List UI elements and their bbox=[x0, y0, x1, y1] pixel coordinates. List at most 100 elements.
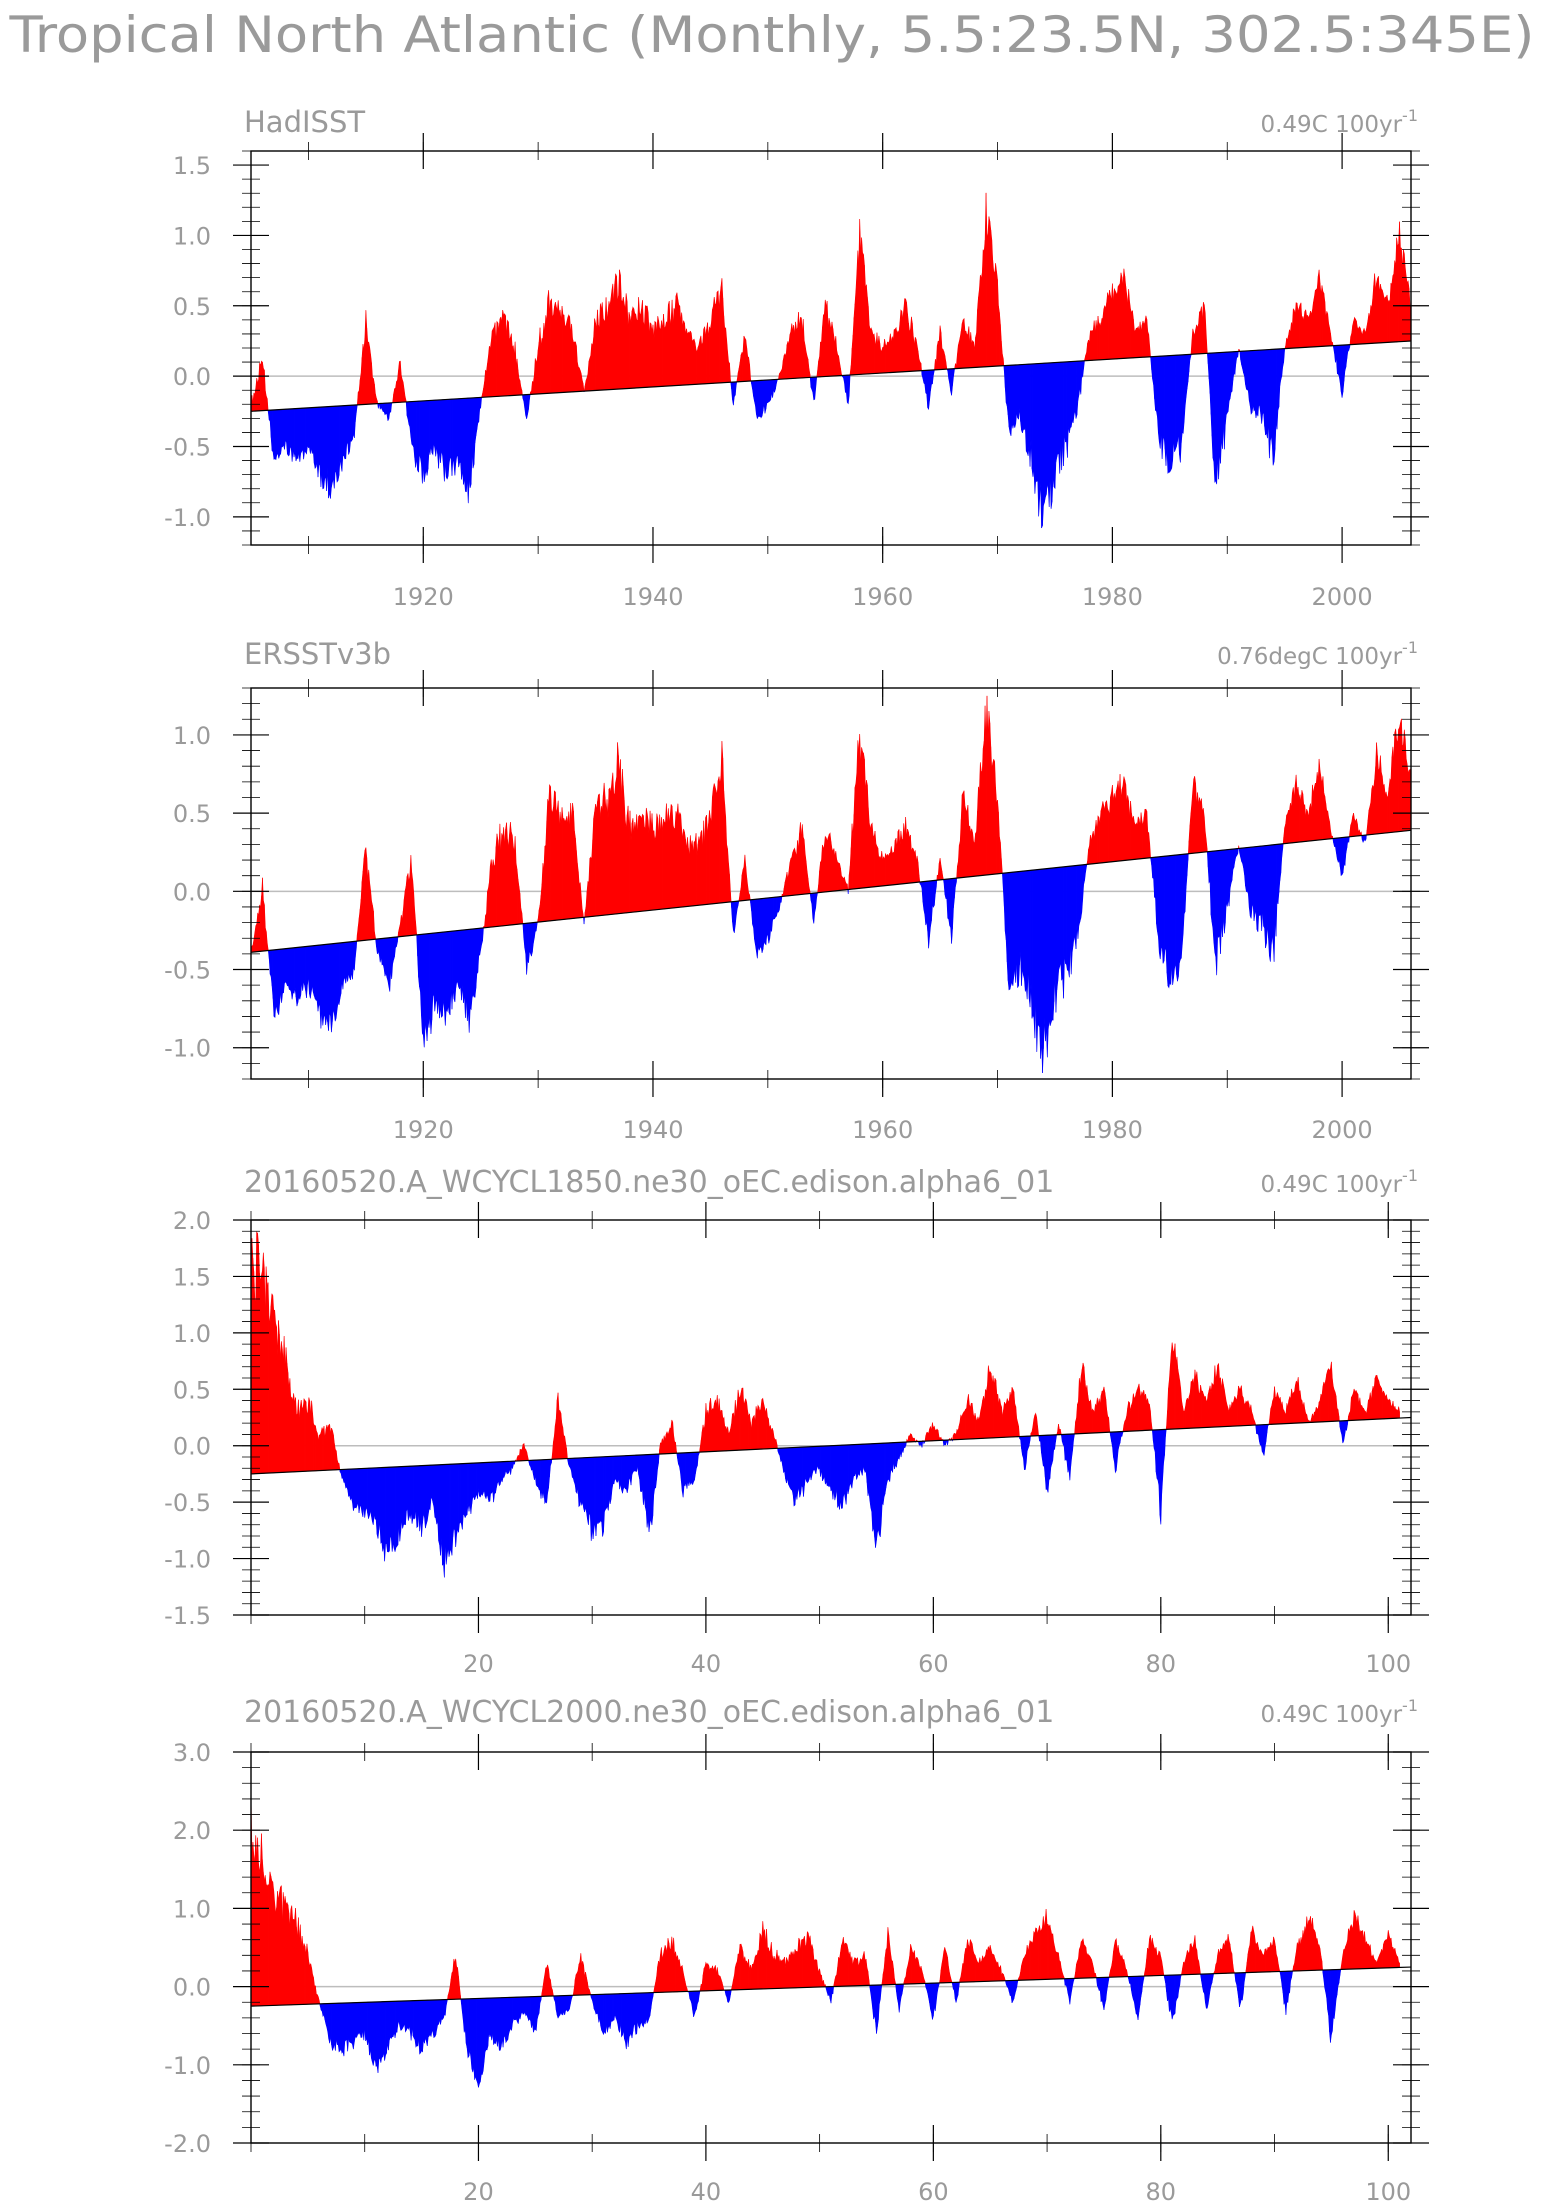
positive-anomaly bbox=[1002, 358, 1005, 367]
negative-anomaly bbox=[535, 921, 538, 931]
x-tick-label: 1940 bbox=[622, 1116, 683, 1144]
y-tick-label: 1.0 bbox=[173, 222, 211, 250]
trend-label: 0.49C 100yr-1 bbox=[1260, 106, 1418, 138]
x-tick-label: 100 bbox=[1365, 1650, 1411, 1678]
x-tick-label: 2000 bbox=[1312, 1116, 1373, 1144]
negative-anomaly bbox=[397, 936, 399, 943]
positive-anomaly bbox=[920, 363, 922, 372]
panel-title: ERSSTv3b bbox=[244, 637, 391, 671]
x-tick-label: 1920 bbox=[393, 1116, 454, 1144]
panels: -1.0 -0.5 0.0 0.5 1.0 1.5 1920 1940 1960 1980 2000… bbox=[164, 105, 1429, 2206]
negative-anomaly bbox=[947, 1439, 949, 1446]
negative-anomaly bbox=[953, 368, 955, 377]
x-tick-label: 1960 bbox=[852, 1116, 913, 1144]
negative-anomaly bbox=[1029, 1435, 1031, 1441]
x-tick-label: 1960 bbox=[852, 583, 913, 611]
y-tick-label: 1.5 bbox=[173, 152, 211, 180]
trend-label: 0.76degC 100yr-1 bbox=[1217, 638, 1418, 670]
panel-title: HadISST bbox=[244, 105, 365, 139]
x-tick-labels: 1920 1940 1960 1980 2000 bbox=[393, 1116, 1373, 1144]
negative-anomaly bbox=[780, 896, 783, 903]
x-tick-label: 60 bbox=[918, 1650, 949, 1678]
y-tick-label: -0.5 bbox=[164, 434, 211, 462]
positive-anomaly bbox=[868, 1979, 870, 1986]
positive-anomaly bbox=[521, 390, 523, 396]
positive-anomaly bbox=[729, 363, 731, 383]
negative-anomaly bbox=[921, 1440, 924, 1448]
negative-anomaly bbox=[390, 402, 392, 413]
y-tick-label: 0.5 bbox=[173, 293, 211, 321]
negative-anomalies bbox=[267, 344, 1351, 529]
positive-anomaly bbox=[1398, 1961, 1400, 1968]
x-tick-label: 1940 bbox=[622, 583, 683, 611]
trend-value: 0.76degC 100yr bbox=[1217, 644, 1402, 670]
y-tick-label: 1.5 bbox=[173, 1263, 211, 1291]
y-tick-label: 0.0 bbox=[173, 1433, 211, 1461]
negative-anomaly bbox=[815, 376, 817, 389]
negative-anomalies bbox=[339, 1420, 1349, 1578]
x-tick-label: 1980 bbox=[1082, 583, 1143, 611]
positive-anomaly bbox=[1199, 1967, 1201, 1975]
x-tick-label: 1920 bbox=[393, 583, 454, 611]
y-tick-label: -0.5 bbox=[164, 957, 211, 985]
trend-exponent: -1 bbox=[1402, 106, 1418, 125]
positive-anomaly bbox=[338, 1463, 341, 1470]
negative-anomaly bbox=[480, 397, 482, 409]
positive-anomaly bbox=[552, 1989, 554, 1997]
y-tick-labels: -1.0-0.50.00.51.0 bbox=[164, 722, 211, 1063]
x-tick-labels: 20 40 60 80 100 bbox=[463, 1650, 1411, 1678]
negative-anomaly bbox=[1237, 351, 1239, 358]
y-tick-label: -0.5 bbox=[164, 1489, 211, 1517]
negative-anomaly bbox=[529, 394, 531, 400]
positive-anomaly bbox=[1108, 1417, 1110, 1433]
trend-exponent: -1 bbox=[1402, 1166, 1418, 1185]
y-tick-label: -1.0 bbox=[164, 1035, 211, 1063]
positive-anomaly bbox=[730, 892, 732, 903]
y-tick-label: -1.0 bbox=[164, 504, 211, 532]
positive-anomaly bbox=[1037, 1425, 1039, 1436]
y-tick-label: -1.5 bbox=[164, 1602, 211, 1630]
positive-anomaly bbox=[749, 894, 751, 901]
positive-anomaly bbox=[1001, 858, 1003, 874]
positive-anomalies bbox=[250, 192, 1412, 412]
y-tick-label: 1.0 bbox=[173, 1320, 211, 1348]
positive-anomaly bbox=[1398, 1406, 1400, 1419]
positive-anomaly bbox=[266, 943, 269, 951]
negative-anomaly bbox=[1283, 348, 1285, 363]
panel-title: 20160520.A_WCYCL1850.ne30_oEC.edison.alp… bbox=[244, 1165, 1054, 1200]
negative-anomaly bbox=[482, 927, 484, 941]
y-tick-label: 0.0 bbox=[173, 363, 211, 391]
x-tick-label: 20 bbox=[463, 1650, 494, 1678]
positive-anomaly bbox=[566, 1448, 568, 1459]
positive-anomaly bbox=[1018, 1426, 1020, 1437]
y-tick-label: -1.0 bbox=[164, 1546, 211, 1574]
positive-anomaly bbox=[918, 874, 921, 883]
positive-anomaly bbox=[415, 921, 417, 936]
x-tick-label: 80 bbox=[1146, 1650, 1177, 1678]
positive-anomaly bbox=[1149, 346, 1151, 358]
negative-anomaly bbox=[355, 404, 358, 413]
positive-anomaly bbox=[1151, 1422, 1153, 1431]
positive-anomaly bbox=[521, 912, 524, 925]
negative-anomaly bbox=[1165, 1429, 1167, 1437]
negative-anomaly bbox=[1237, 848, 1239, 854]
positive-anomalies bbox=[250, 695, 1412, 953]
y-tick-label: 0.5 bbox=[173, 1376, 211, 1404]
positive-anomaly bbox=[1321, 1960, 1323, 1971]
trend-value: 0.49C 100yr bbox=[1260, 1172, 1402, 1198]
positive-anomaly bbox=[1060, 1429, 1062, 1435]
positive-anomalies bbox=[250, 1792, 1400, 2007]
negative-anomaly bbox=[583, 916, 585, 925]
positive-anomaly bbox=[1205, 333, 1208, 354]
negative-anomalies bbox=[250, 834, 1367, 1073]
positive-anomaly bbox=[266, 398, 269, 411]
figure-title: Tropical North Atlantic (Monthly, 5.5:23… bbox=[8, 6, 1534, 64]
positive-anomalies bbox=[250, 1231, 1400, 1475]
positive-anomaly bbox=[1095, 1973, 1097, 1978]
x-tick-labels: 1920 1940 1960 1980 2000 bbox=[393, 583, 1373, 611]
negative-anomaly bbox=[1055, 1434, 1057, 1442]
positive-anomaly bbox=[1149, 843, 1151, 859]
